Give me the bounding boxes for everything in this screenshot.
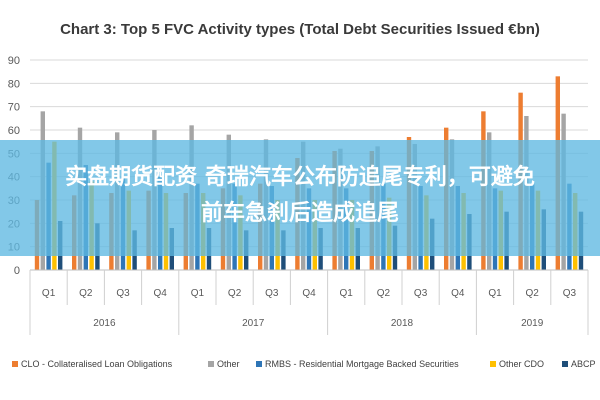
x-tick-label: Q4 [154, 288, 168, 299]
x-tick-label: Q1 [191, 288, 205, 299]
x-tick-label: Q4 [451, 288, 465, 299]
legend-swatch [490, 361, 496, 367]
x-tick-label: Q1 [488, 288, 502, 299]
x-tick-label: Q3 [563, 288, 577, 299]
legend-label: CLO - Collateralised Loan Obligations [21, 359, 173, 369]
y-tick-label: 0 [14, 265, 20, 277]
x-tick-label: Q3 [116, 288, 130, 299]
overlay-line-1: 实盘期货配资 奇瑞汽车公布防追尾专利，可避免 [65, 165, 535, 190]
x-tick-label: Q2 [79, 288, 93, 299]
x-tick-label: Q2 [377, 288, 391, 299]
x-tick-label: Q1 [42, 288, 56, 299]
year-label: 2018 [391, 318, 414, 329]
x-axis: Q1 Q2 Q3 Q4 Q1 Q2 Q3 Q4 Q1 Q2 Q3 Q4 Q1 Q2 Q3 2016 2017 20… [29, 269, 589, 335]
legend-label: Other CDO [499, 359, 544, 369]
legend-label: Other [217, 359, 240, 369]
legend-swatch [562, 361, 568, 367]
x-tick-label: Q2 [228, 288, 242, 299]
legend-swatch [208, 361, 214, 367]
chart-title: Chart 3: Top 5 FVC Activity types (Total… [60, 21, 540, 38]
legend: CLO - Collateralised Loan Obligations Oth… [12, 359, 596, 369]
overlay-text: 实盘期货配资 奇瑞汽车公布防追尾专利，可避免 前车急刹后造成追尾 [8, 160, 592, 232]
x-tick-label: Q2 [526, 288, 540, 299]
x-tick-label: Q4 [302, 288, 316, 299]
legend-label: RMBS - Residential Mortgage Backed Secur… [265, 359, 459, 369]
year-label: 2017 [242, 318, 265, 329]
y-tick-label: 60 [8, 125, 20, 137]
x-tick-label: Q3 [414, 288, 428, 299]
legend-swatch [12, 361, 18, 367]
y-tick-label: 70 [8, 102, 20, 114]
overlay-banner [0, 140, 600, 256]
legend-swatch [256, 361, 262, 367]
y-tick-label: 90 [8, 55, 20, 67]
overlay-line-2: 前车急刹后造成追尾 [200, 201, 399, 226]
x-tick-label: Q3 [265, 288, 279, 299]
legend-label: ABCP [571, 359, 596, 369]
year-label: 2016 [93, 318, 116, 329]
year-label: 2019 [521, 318, 544, 329]
x-tick-label: Q1 [340, 288, 354, 299]
y-tick-label: 80 [8, 78, 20, 90]
